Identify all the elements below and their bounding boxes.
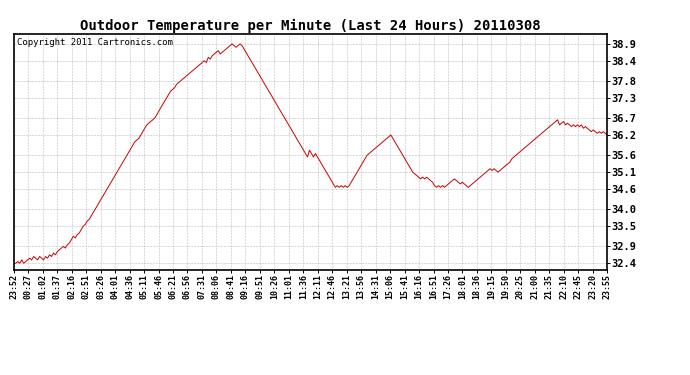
Text: Copyright 2011 Cartronics.com: Copyright 2011 Cartronics.com — [17, 39, 172, 48]
Title: Outdoor Temperature per Minute (Last 24 Hours) 20110308: Outdoor Temperature per Minute (Last 24 … — [80, 18, 541, 33]
